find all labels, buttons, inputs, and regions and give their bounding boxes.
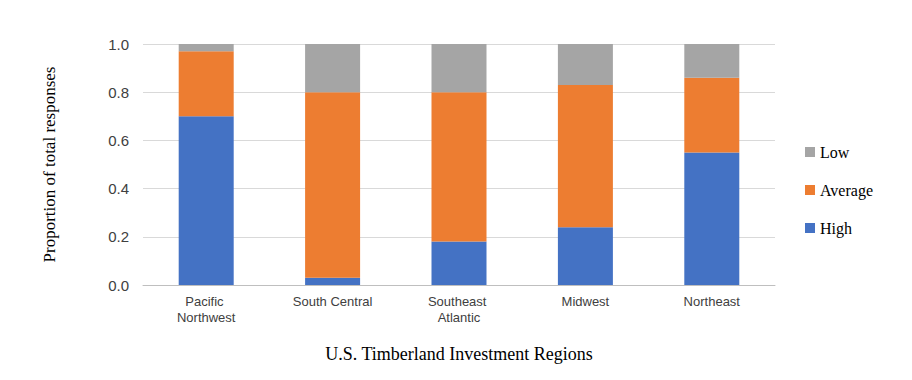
svg-text:Midwest: Midwest — [562, 294, 610, 309]
svg-text:High: High — [820, 220, 852, 238]
svg-text:0.4: 0.4 — [108, 180, 129, 197]
svg-text:Proportion of total responses: Proportion of total responses — [40, 67, 59, 263]
svg-text:0.6: 0.6 — [108, 132, 129, 149]
svg-text:0.2: 0.2 — [108, 228, 129, 245]
svg-text:U.S. Timberland Investment Reg: U.S. Timberland Investment Regions — [325, 344, 593, 364]
svg-text:Southeast: Southeast — [428, 294, 490, 309]
svg-text:Low: Low — [820, 144, 850, 161]
svg-text:Northwest: Northwest — [177, 310, 236, 325]
svg-text:Average: Average — [820, 182, 873, 200]
svg-text:South Central: South Central — [293, 294, 373, 309]
svg-text:0.8: 0.8 — [108, 84, 129, 101]
svg-text:0.0: 0.0 — [108, 277, 129, 294]
svg-text:Northeast: Northeast — [684, 294, 741, 309]
svg-text:Pacific: Pacific — [185, 294, 227, 309]
svg-text:Atlantic: Atlantic — [438, 310, 481, 325]
svg-text:1.0: 1.0 — [108, 36, 129, 53]
